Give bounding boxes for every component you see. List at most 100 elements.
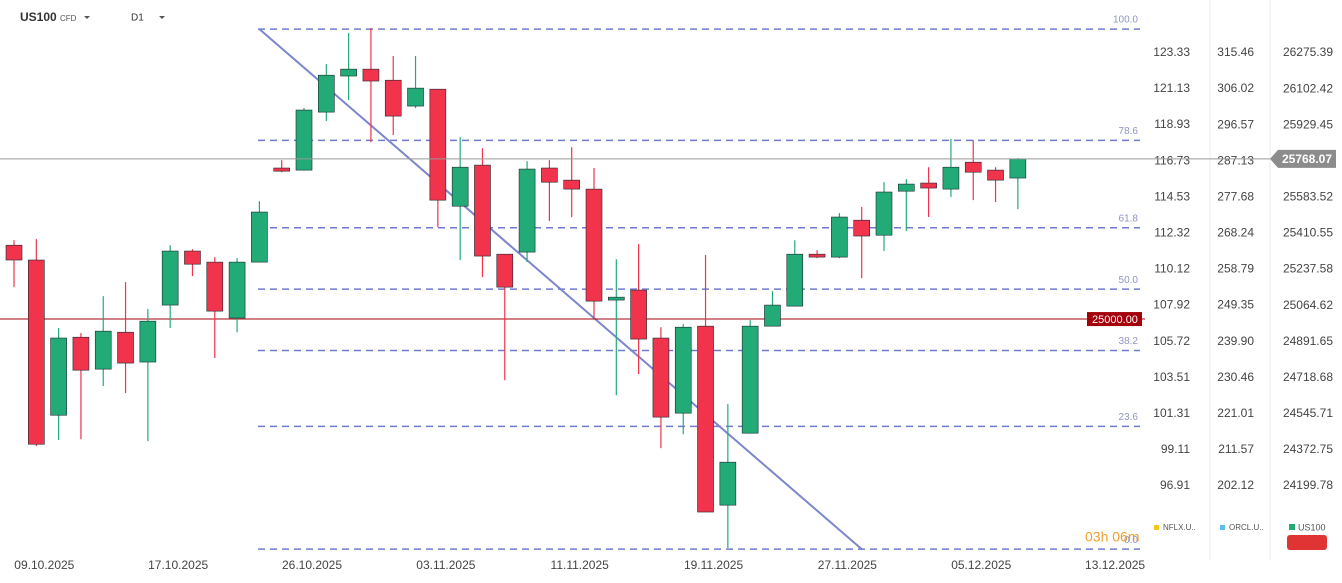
candle-body xyxy=(786,253,804,307)
legend-swatch xyxy=(1220,525,1225,530)
y-tick-label: 296.57 xyxy=(1217,117,1254,131)
y-tick-label: 101.31 xyxy=(1153,406,1190,420)
y-tick-label: 258.79 xyxy=(1217,262,1254,276)
y-tick-label: 230.46 xyxy=(1217,370,1254,384)
timer: 03h 06m xyxy=(1085,529,1139,545)
y-tick-label: 25237.58 xyxy=(1283,262,1333,276)
candle-body xyxy=(451,166,469,207)
candle-body xyxy=(5,244,23,261)
timeframe[interactable]: D1 xyxy=(131,13,144,24)
legend-label: US100 xyxy=(1298,522,1326,532)
price-tag xyxy=(1087,312,1142,327)
y-tick-label: 24199.78 xyxy=(1283,478,1333,492)
candle-body xyxy=(741,325,759,434)
candle-body xyxy=(585,188,603,302)
candle-body xyxy=(184,250,201,265)
candle-body xyxy=(764,304,781,327)
dropdown-arrow[interactable] xyxy=(159,16,165,19)
y-tick-label: 24372.75 xyxy=(1283,442,1333,456)
candle-body xyxy=(898,183,915,192)
symbol[interactable]: US100 xyxy=(20,10,57,24)
x-tick-label: 11.11.2025 xyxy=(551,558,610,572)
candle-body xyxy=(273,167,290,172)
price-tag-label: 25000.00 xyxy=(1092,314,1138,326)
candle-body xyxy=(630,289,647,340)
y-tick-label: 221.01 xyxy=(1217,406,1254,420)
y-tick-label: 26102.42 xyxy=(1283,81,1333,95)
candle-body xyxy=(50,337,67,416)
y-tick-label: 103.51 xyxy=(1153,370,1190,384)
candle-body xyxy=(652,337,670,418)
y-tick-label: 306.02 xyxy=(1217,81,1254,95)
y-tick-label: 116.73 xyxy=(1154,153,1190,167)
candle-body xyxy=(518,168,536,253)
y-tick-label: 277.68 xyxy=(1217,189,1254,203)
candle-body xyxy=(541,167,558,183)
fib-label: 78.6 xyxy=(1119,126,1139,137)
trendline xyxy=(258,28,863,550)
y-tick-label: 211.57 xyxy=(1218,442,1254,456)
x-tick-label: 17.10.2025 xyxy=(148,558,208,572)
y-tick-label: 315.46 xyxy=(1217,45,1254,59)
y-tick-label: 107.92 xyxy=(1153,298,1190,312)
x-tick-label: 19.11.2025 xyxy=(684,558,743,572)
candle-body xyxy=(697,325,714,513)
x-tick-label: 05.12.2025 xyxy=(951,558,1011,572)
fib-label: 61.8 xyxy=(1119,213,1139,224)
y-tick-label: 114.53 xyxy=(1154,189,1190,203)
candle-body xyxy=(942,166,960,190)
candle-body xyxy=(295,109,313,171)
candle-body xyxy=(117,331,134,364)
y-tick-label: 25929.45 xyxy=(1283,117,1333,131)
candle-body xyxy=(206,261,224,312)
current-price-label: 25768.07 xyxy=(1282,152,1332,166)
candle-body xyxy=(875,191,893,236)
candle-body xyxy=(318,74,335,113)
y-tick-label: 24545.71 xyxy=(1283,406,1333,420)
y-tick-label: 25064.62 xyxy=(1283,298,1333,312)
fib-label: 50.0 xyxy=(1119,275,1139,286)
legend-label: ORCL.U.. xyxy=(1229,523,1264,532)
candle-body xyxy=(964,161,982,173)
candle-body xyxy=(384,79,402,117)
legend-swatch xyxy=(1154,525,1159,530)
current-price-tag xyxy=(1270,149,1336,168)
y-tick-label: 121.13 xyxy=(1153,81,1190,95)
candle-body xyxy=(407,87,424,107)
candle-body xyxy=(228,261,246,319)
candle-body xyxy=(474,164,491,257)
candle-body xyxy=(719,461,737,506)
candle-body xyxy=(362,68,380,82)
fib-label: 100.0 xyxy=(1113,15,1138,26)
y-tick-label: 287.13 xyxy=(1217,153,1254,167)
candle-body xyxy=(340,68,357,77)
dropdown-arrow[interactable] xyxy=(84,16,90,19)
y-tick-label: 268.24 xyxy=(1217,226,1254,240)
candle-body xyxy=(853,219,870,237)
y-tick-label: 123.33 xyxy=(1153,45,1190,59)
candle-body xyxy=(1009,158,1027,179)
candle-body xyxy=(94,330,112,370)
legend-swatch xyxy=(1289,524,1295,530)
fib-label: 23.6 xyxy=(1119,412,1139,423)
candle-body xyxy=(496,253,514,288)
candle-body xyxy=(987,169,1004,181)
y-tick-label: 239.90 xyxy=(1217,334,1254,348)
y-tick-label: 105.72 xyxy=(1153,334,1190,348)
y-tick-label: 110.12 xyxy=(1154,262,1190,276)
fib-label: 38.2 xyxy=(1119,336,1139,347)
y-tick-label: 118.93 xyxy=(1154,117,1190,131)
candle-body xyxy=(808,253,826,258)
y-tick-label: 249.35 xyxy=(1217,298,1254,312)
candle-body xyxy=(251,211,268,263)
x-tick-label: 26.10.2025 xyxy=(282,558,342,572)
y-tick-label: 24718.68 xyxy=(1283,370,1333,384)
y-tick-label: 26275.39 xyxy=(1283,45,1333,59)
candle-body xyxy=(920,182,937,189)
x-tick-label: 09.10.2025 xyxy=(14,558,74,572)
y-tick-label: 96.91 xyxy=(1160,478,1190,492)
action-button[interactable] xyxy=(1287,535,1327,550)
candle-body xyxy=(608,296,625,301)
